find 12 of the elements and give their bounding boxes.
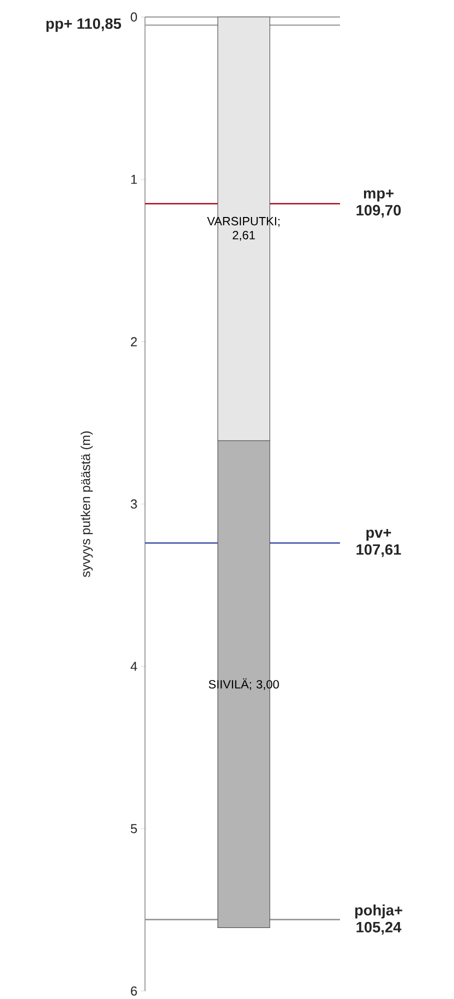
y-tick-label: 1 (131, 174, 137, 184)
y-tick-label: 3 (130, 499, 137, 509)
y-tick-label: 6 (130, 986, 137, 996)
ref-line-label: pp+ 110,85 (46, 18, 122, 32)
y-tick-label: 5 (130, 824, 137, 834)
y-tick-label: 4 (130, 662, 138, 671)
ref-line-label: pohja+ 105,24 (355, 904, 402, 935)
y-tick-label: 2 (130, 337, 137, 346)
ref-line-label: mp+ 109,70 (356, 190, 401, 218)
y-tick-label: 0 (130, 12, 137, 22)
y-axis-title: syvyys putken päästä (m) (80, 431, 93, 578)
ref-line-label: pv+ 107,61 (356, 528, 401, 557)
